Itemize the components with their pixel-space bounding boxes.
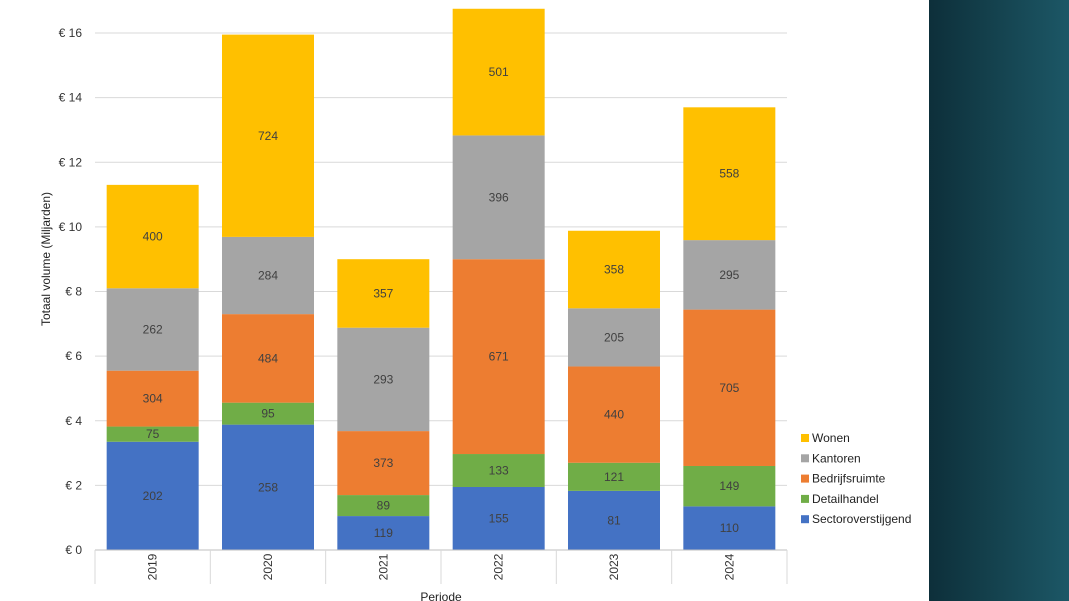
bar-segment [568, 490, 660, 550]
bar-segment [683, 309, 776, 466]
bar-segment [568, 366, 660, 463]
data-label: 440 [604, 408, 624, 422]
y-axis: € 0 € 2 € 4 € 6 € 8 € 10 € 12 € 14 € 16 [59, 26, 83, 557]
bar-segment [452, 486, 545, 550]
data-label: 304 [143, 392, 163, 406]
y-tick-label: € 14 [59, 91, 83, 105]
x-axis-title: Periode [420, 590, 462, 601]
bar-segment [683, 240, 776, 310]
bar-segment [106, 184, 199, 289]
legend-swatch [801, 434, 809, 442]
x-tick-label: 2022 [492, 553, 506, 580]
y-tick-label: € 16 [59, 26, 83, 40]
bar-segment [337, 431, 430, 496]
data-label: 121 [604, 470, 624, 484]
data-label: 149 [719, 479, 739, 493]
data-label: 705 [719, 381, 739, 395]
legend-swatch [801, 474, 809, 483]
bar-segment [222, 424, 314, 550]
legend-label: Bedrijfsruimte [812, 472, 886, 486]
data-label: 258 [258, 480, 278, 494]
data-label: 119 [374, 526, 393, 540]
data-label: 155 [489, 511, 509, 525]
legend: Wonen Kantoren Bedrijfsruimte Detailhandel S… [801, 431, 911, 526]
legend-label: Wonen [812, 431, 850, 445]
bar-segment [222, 34, 314, 237]
bar-segment [222, 236, 314, 315]
data-label: 202 [143, 489, 163, 503]
data-label: 357 [373, 286, 393, 300]
data-label: 293 [373, 372, 393, 386]
data-label: 262 [143, 322, 163, 336]
data-label: 358 [604, 263, 624, 277]
data-label: 373 [373, 456, 393, 470]
y-tick-label: € 12 [59, 155, 83, 169]
side-decoration-panel [929, 0, 1069, 601]
bar-segment [222, 314, 314, 403]
bar-segment [106, 288, 199, 371]
bar-segment [222, 402, 314, 425]
x-tick-label: 2023 [607, 553, 621, 580]
bar-segment [337, 259, 430, 328]
data-label: 110 [720, 521, 739, 535]
bar-segment [106, 370, 199, 427]
data-label: 205 [604, 330, 624, 344]
stacked-bar-chart: Totaal volume (Miljarden) Periode 202 75 3… [39, 8, 911, 601]
data-label: 400 [143, 230, 163, 244]
bar-segment [683, 465, 776, 507]
x-tick-label: 2019 [146, 553, 160, 580]
bar-segment [452, 259, 545, 455]
legend-swatch [801, 454, 809, 463]
y-tick-label: € 0 [65, 543, 82, 557]
y-axis-title: Totaal volume (Miljarden) [39, 192, 53, 326]
gridlines [95, 32, 787, 551]
data-label: 81 [607, 513, 621, 527]
bar-segment [568, 230, 660, 309]
x-tick-label: 2024 [722, 553, 736, 580]
bar-segment [683, 107, 776, 241]
legend-label: Detailhandel [812, 492, 879, 506]
bar-segment [452, 8, 545, 136]
data-label: 89 [377, 499, 391, 513]
bar-segment [106, 441, 199, 550]
legend-swatch [801, 515, 809, 524]
data-label: 671 [489, 350, 509, 364]
bar-segment [337, 327, 430, 432]
x-tick-label: 2021 [376, 553, 390, 580]
data-label: 133 [489, 464, 509, 478]
x-tick-label: 2020 [261, 553, 275, 580]
data-label: 284 [258, 269, 278, 283]
legend-label: Kantoren [812, 451, 861, 465]
y-tick-label: € 8 [65, 285, 82, 299]
bar-segment [452, 454, 545, 487]
y-tick-label: € 6 [65, 349, 82, 363]
bar-segment [568, 308, 660, 367]
data-label: 75 [146, 427, 160, 441]
y-tick-label: € 4 [65, 414, 82, 428]
data-label: 396 [489, 190, 509, 204]
data-label: 484 [258, 351, 278, 365]
bar-segment [337, 495, 430, 517]
bar-segment [568, 462, 660, 491]
data-label: 724 [258, 129, 278, 143]
legend-label: Sectoroverstijgend [812, 512, 911, 526]
bars: 202 75 304 262 400 258 95 484 284 724 119 89 373 293 3… [106, 8, 776, 550]
bar-segment [683, 506, 776, 550]
data-label: 558 [719, 167, 739, 181]
bar-segment [452, 135, 545, 260]
data-label: 501 [489, 65, 509, 79]
legend-swatch [801, 494, 809, 503]
bar-segment [106, 426, 199, 442]
x-axis: 2019 2020 2021 2022 2023 2024 [94, 549, 788, 584]
data-label: 295 [719, 268, 739, 282]
bar-segment [337, 516, 430, 550]
data-label: 95 [261, 407, 275, 421]
y-tick-label: € 2 [65, 478, 82, 492]
y-tick-label: € 10 [59, 220, 83, 234]
